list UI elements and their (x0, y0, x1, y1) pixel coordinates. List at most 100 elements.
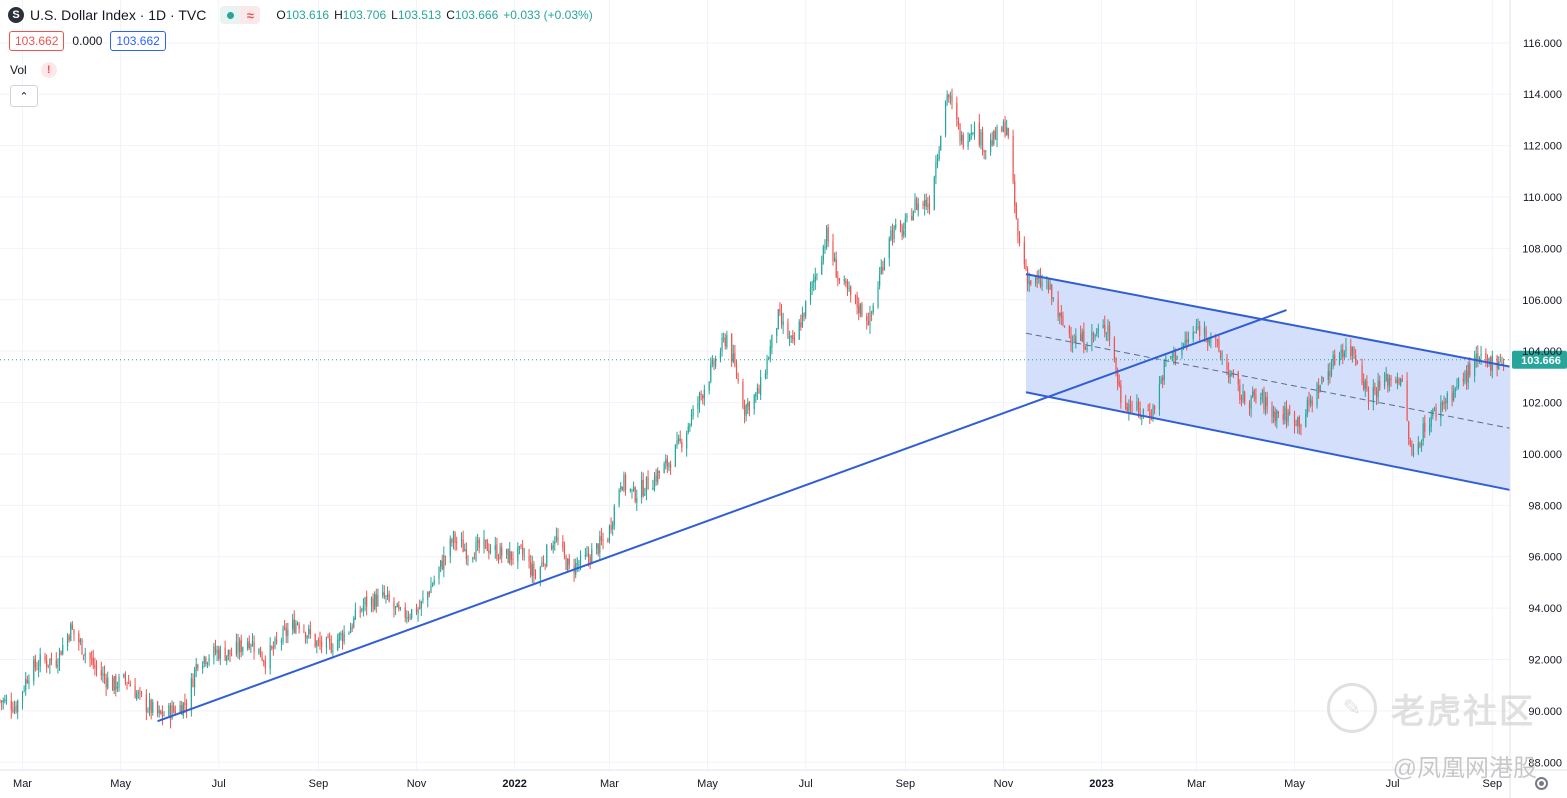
candle-body (21, 691, 24, 702)
candle-body (420, 601, 422, 608)
candle-body (433, 580, 435, 585)
candle-body (100, 670, 102, 676)
candle-body (623, 474, 625, 491)
candle-body (44, 655, 46, 661)
candle-body (608, 525, 611, 541)
candle-body (1485, 352, 1487, 361)
candle-body (1057, 299, 1059, 318)
candle-body (935, 162, 937, 178)
candle-body (870, 311, 873, 313)
x-tick-label: Mar (1187, 778, 1206, 790)
x-tick-label: Sep (896, 778, 916, 790)
candle-body (743, 405, 746, 415)
candle-body (134, 685, 136, 699)
candle-body (440, 560, 442, 567)
candle-body (118, 676, 120, 688)
candle-body (171, 705, 173, 720)
candle-body (663, 463, 665, 474)
candle-body (235, 641, 237, 655)
candle-body (848, 287, 850, 289)
candle-body (523, 554, 525, 556)
candle-body (967, 140, 969, 147)
candle-body (899, 223, 902, 227)
candle-body (824, 246, 826, 249)
candle-body (1, 700, 3, 703)
candle-body (465, 549, 467, 560)
settings-gear-icon[interactable] (1535, 777, 1548, 790)
candle-body (205, 657, 207, 664)
candle-body (428, 592, 430, 595)
candle-body (903, 230, 905, 236)
candle-body (618, 489, 620, 505)
candle-body (92, 657, 94, 666)
candle-body (148, 700, 151, 710)
candle-body (1173, 349, 1175, 357)
candle-body (248, 641, 250, 648)
candle-body (1062, 316, 1064, 325)
candle-body (195, 664, 197, 671)
volume-legend: Vol ! (10, 62, 57, 78)
candle-body (1419, 443, 1421, 447)
candle-body (1194, 331, 1196, 333)
ask-button[interactable]: 103.662 (110, 31, 166, 51)
candle-body (985, 150, 987, 152)
candle-body (562, 541, 564, 547)
candle-body (168, 705, 170, 716)
candle-body (128, 682, 130, 684)
candle-body (1158, 384, 1161, 410)
candle-body (1488, 358, 1490, 364)
candle-body (1250, 396, 1252, 409)
collapse-legend-button[interactable]: ⌃ (10, 85, 38, 107)
candle-body (1334, 355, 1336, 365)
candle-body (890, 230, 892, 240)
x-tick-label: Nov (994, 778, 1014, 790)
candle-body (753, 395, 755, 410)
channel-mid-line (1025, 332, 1511, 429)
candle-body (1475, 353, 1477, 360)
market-status[interactable]: ≈ (220, 6, 261, 24)
candle-body (1104, 324, 1106, 333)
candle-body (316, 641, 318, 647)
candle-body (385, 595, 387, 597)
candle-body (719, 352, 722, 360)
candle-body (411, 609, 413, 618)
candle-body (1118, 381, 1120, 386)
candle-body (940, 136, 942, 150)
candle-body (1364, 380, 1366, 389)
candle-body (1388, 378, 1390, 386)
candle-body (388, 594, 390, 602)
y-tick-label: 88.000 (1528, 757, 1562, 769)
candle-body (989, 139, 992, 153)
candle-body (698, 393, 701, 404)
candle-body (689, 424, 691, 428)
channel-drawing[interactable] (1025, 274, 1510, 490)
volume-label[interactable]: Vol (10, 63, 27, 77)
warning-icon[interactable]: ! (40, 62, 57, 78)
candle-body (203, 656, 205, 665)
candle-body (678, 438, 680, 442)
candle-body (1007, 127, 1009, 137)
candle-body (702, 395, 704, 399)
candle-body (81, 639, 83, 655)
candle-body (1136, 401, 1138, 410)
candle-body (790, 336, 792, 338)
candle-body (308, 628, 310, 635)
candle-body (534, 577, 537, 579)
candle-body (1038, 276, 1040, 279)
candle-body (911, 215, 913, 221)
candle-body (126, 682, 128, 684)
candle-body (827, 227, 829, 242)
candle-body (1036, 277, 1038, 280)
symbol-title[interactable]: U.S. Dollar Index · 1D · TVC (30, 7, 207, 23)
candle-body (1318, 385, 1320, 394)
candle-body (1219, 351, 1222, 358)
candle-body (1221, 358, 1223, 360)
candle-body (837, 277, 839, 279)
candle-body (539, 567, 541, 579)
drawing-lines[interactable]: 103.666 (0, 273, 1567, 723)
candle-body (1216, 339, 1218, 341)
bid-button[interactable]: 103.662 (9, 31, 65, 51)
candle-body (1277, 411, 1280, 415)
candle-body (298, 624, 300, 630)
